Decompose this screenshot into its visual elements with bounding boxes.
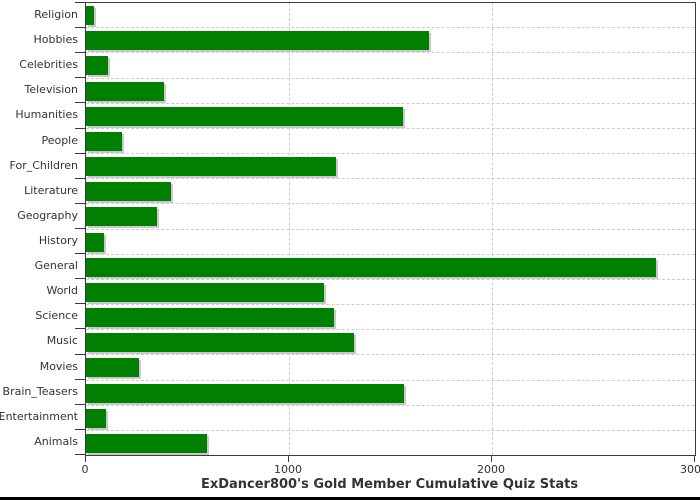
y-tick	[75, 102, 85, 104]
category-label: For_Children	[9, 158, 78, 172]
y-tick	[75, 403, 85, 405]
y-tick	[75, 127, 85, 129]
bar-row	[86, 355, 695, 381]
category-label: Celebrities	[19, 58, 78, 72]
category-label: People	[41, 133, 78, 147]
bar-geography	[86, 207, 158, 227]
x-tick-label: 1000	[274, 463, 302, 476]
y-tick	[75, 77, 85, 79]
bar-movies	[86, 358, 139, 378]
bar-row	[86, 406, 695, 431]
x-tick-2000	[491, 455, 492, 462]
bar-entertainment	[86, 408, 107, 428]
bar-religion	[86, 6, 95, 25]
x-tick-1000	[288, 455, 289, 462]
bar-row	[86, 3, 695, 29]
bottom-border	[0, 497, 700, 500]
bar-rows	[86, 3, 695, 455]
bar-row	[86, 28, 695, 54]
x-tick-0	[85, 455, 86, 462]
bar-row	[86, 129, 695, 155]
y-tick	[75, 52, 85, 54]
category-label: Entertainment	[0, 409, 78, 423]
bar-row	[86, 381, 695, 406]
x-tick-label: 2000	[477, 463, 505, 476]
bar-animals	[86, 433, 207, 453]
bar-row	[86, 179, 695, 205]
y-tick	[75, 328, 85, 330]
bar-row	[86, 79, 695, 104]
category-label: World	[46, 284, 78, 298]
y-tick	[75, 378, 85, 380]
y-tick	[75, 228, 85, 229]
x-tick-label: 3000	[680, 463, 700, 476]
bar-brain_teasers	[86, 383, 404, 403]
category-label: Geography	[17, 208, 78, 222]
category-label: General	[34, 259, 78, 273]
bar-row	[86, 154, 695, 180]
y-tick	[75, 428, 85, 430]
bar-celebrities	[86, 56, 109, 76]
x-tick-3000	[694, 455, 695, 462]
category-label: Music	[46, 334, 78, 348]
bar-hobbies	[86, 31, 430, 51]
y-tick	[75, 278, 85, 280]
bar-general	[86, 257, 657, 277]
bar-row	[86, 230, 695, 255]
y-axis-labels: Religion Hobbies Celebrities Television Huma…	[0, 2, 78, 454]
category-label: Religion	[34, 8, 78, 22]
bar-history	[86, 232, 105, 252]
bar-television	[86, 81, 165, 101]
bar-humanities	[86, 106, 403, 126]
category-label: Movies	[39, 359, 78, 373]
y-tick	[75, 353, 85, 355]
bar-row	[86, 431, 695, 455]
bar-row	[86, 204, 695, 230]
bar-row	[86, 53, 695, 79]
bar-people	[86, 131, 122, 151]
bar-science	[86, 308, 334, 328]
category-label: Brain_Teasers	[2, 384, 78, 398]
bar-literature	[86, 182, 172, 202]
bar-for_children	[86, 157, 336, 177]
category-label: Literature	[24, 183, 78, 197]
bar-row	[86, 330, 695, 356]
category-label: History	[38, 234, 78, 248]
y-tick	[75, 177, 85, 179]
y-tick	[75, 303, 85, 305]
bar-row	[86, 255, 695, 280]
x-tick-label: 0	[81, 463, 89, 476]
y-tick	[75, 202, 85, 204]
category-label: Television	[24, 83, 79, 97]
y-tick	[75, 2, 85, 3]
bar-row	[86, 280, 695, 306]
y-tick	[75, 253, 85, 255]
y-tick	[75, 27, 85, 29]
bar-row	[86, 104, 695, 129]
plot-area	[85, 2, 696, 456]
category-label: Science	[35, 309, 78, 323]
bar-world	[86, 282, 324, 302]
chart-title: ExDancer800's Gold Member Cumulative Qui…	[200, 477, 579, 492]
bar-row	[86, 305, 695, 331]
category-label: Humanities	[15, 108, 78, 122]
bar-music	[86, 333, 354, 353]
category-label: Animals	[34, 434, 78, 448]
category-label: Hobbies	[33, 33, 78, 47]
y-tick	[75, 454, 85, 455]
y-tick	[75, 152, 85, 154]
